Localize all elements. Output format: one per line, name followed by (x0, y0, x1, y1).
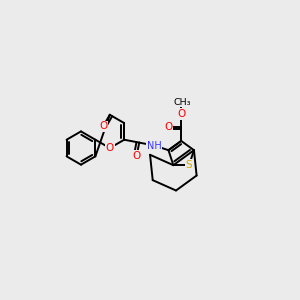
Text: O: O (133, 151, 141, 161)
Text: O: O (99, 122, 107, 131)
Text: CH₃: CH₃ (174, 98, 191, 106)
Text: NH: NH (147, 140, 162, 151)
Text: O: O (106, 143, 114, 153)
Text: O: O (164, 122, 172, 132)
Text: S: S (186, 160, 192, 170)
Text: O: O (177, 109, 185, 119)
